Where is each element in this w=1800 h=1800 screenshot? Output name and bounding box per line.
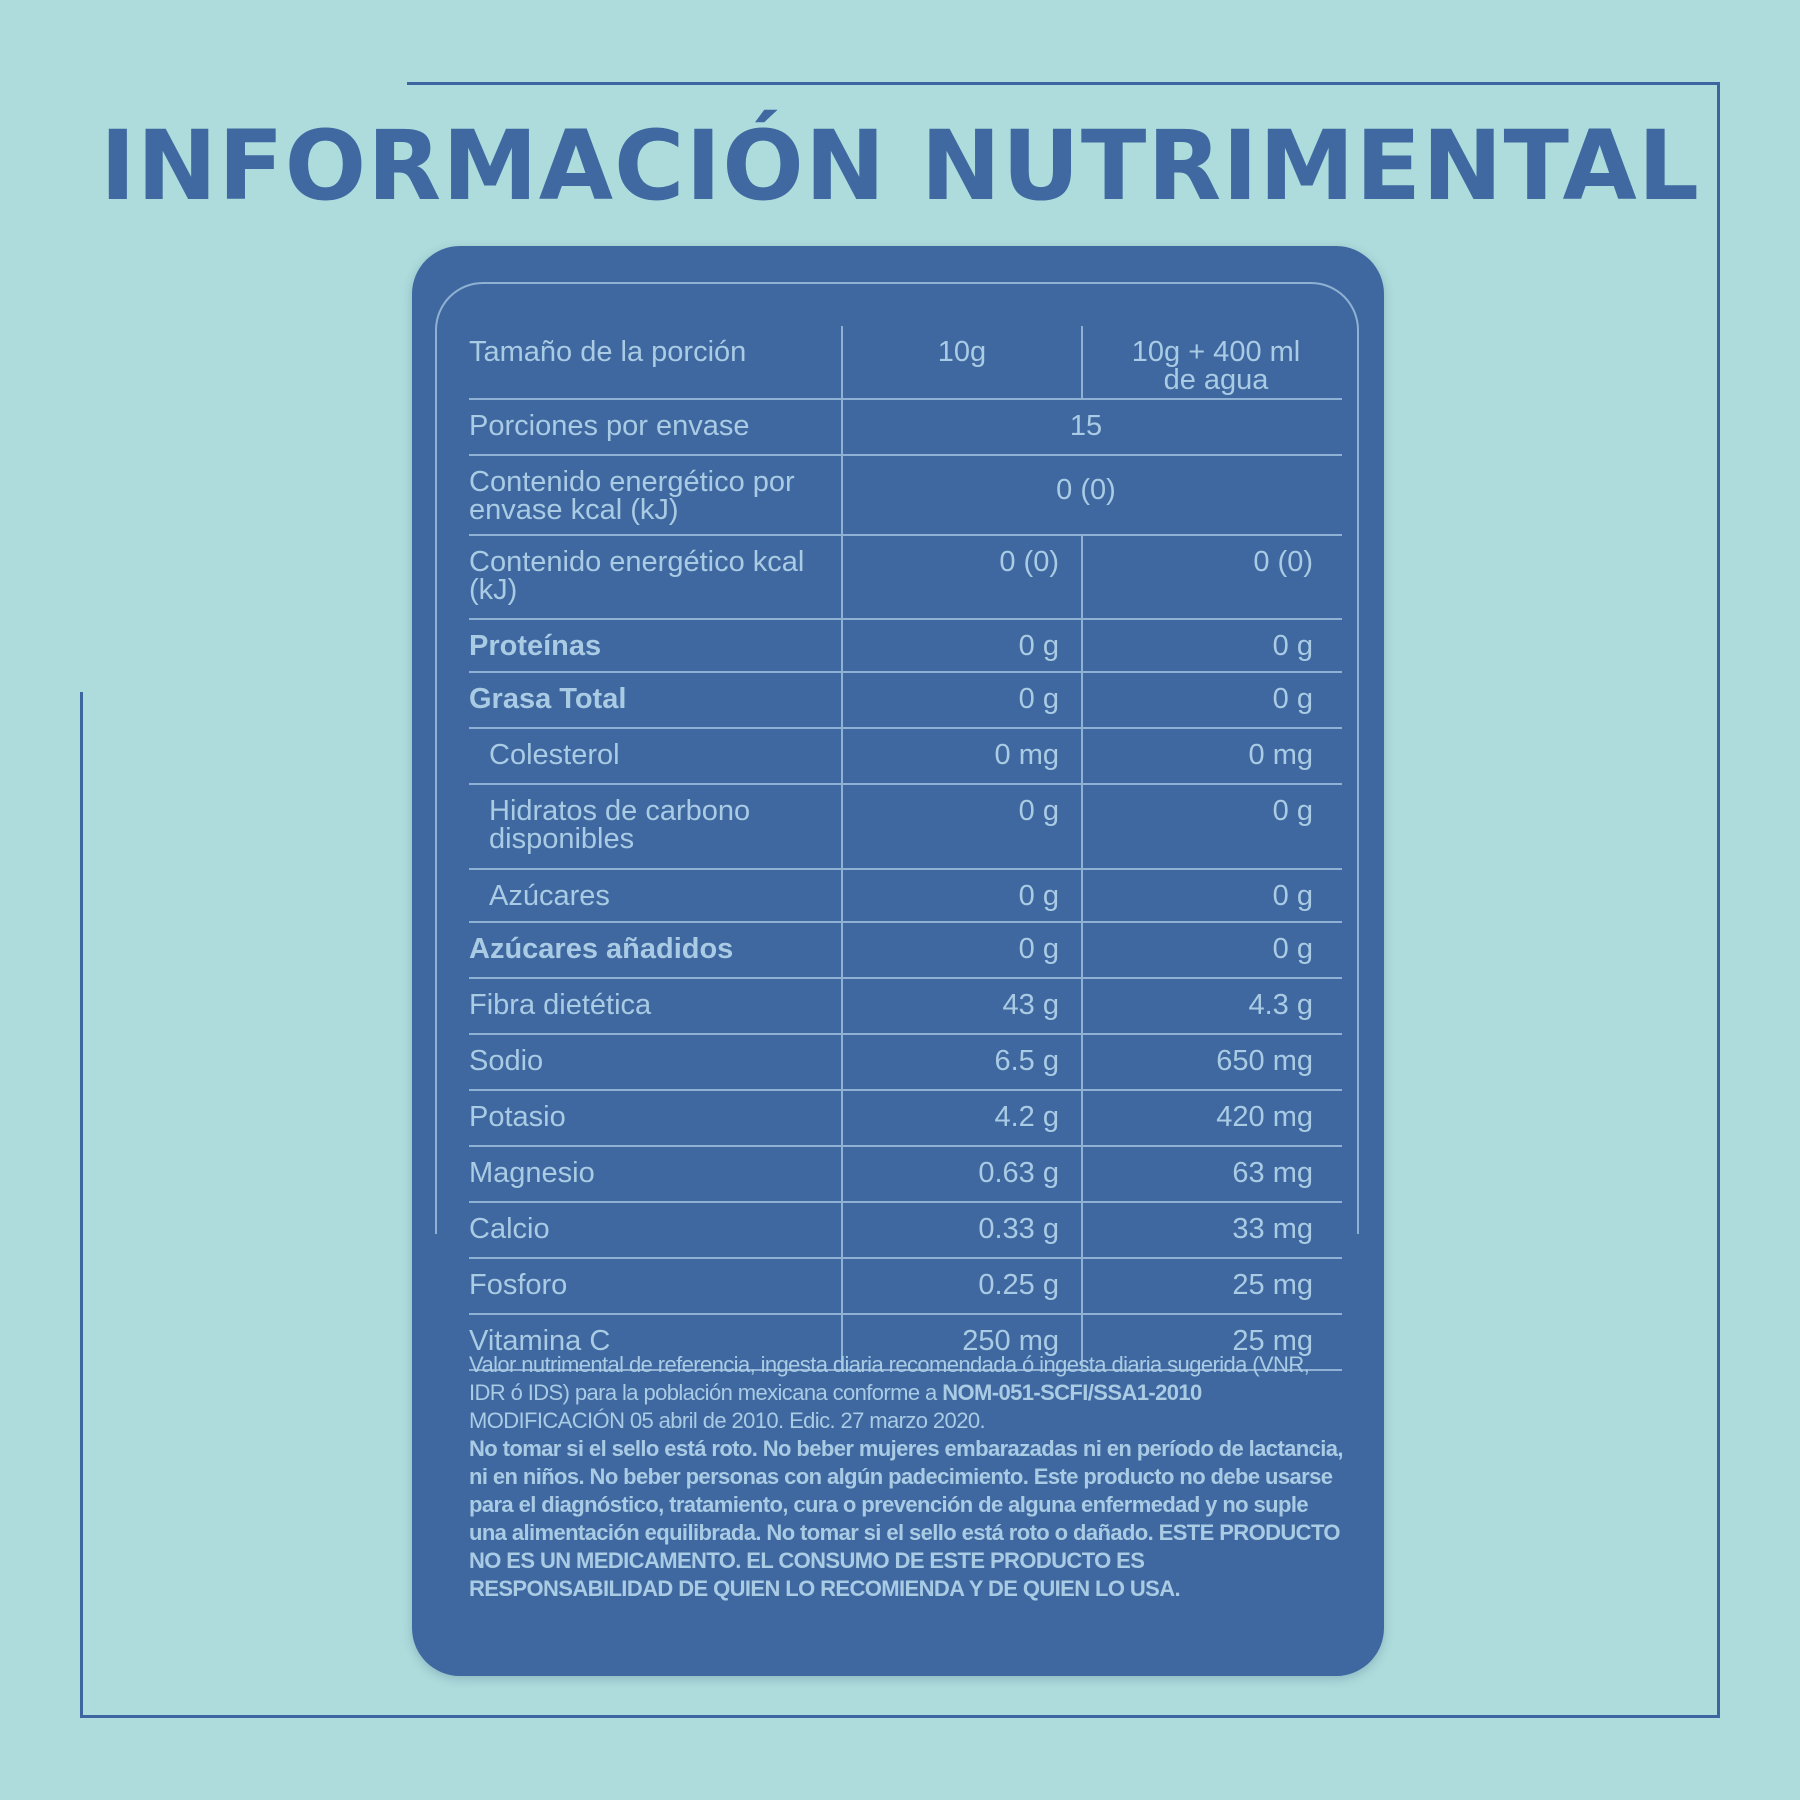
energy-container-value: 0 (0) [1056,474,1116,506]
nutrient-value-prepared: 25 mg [1232,1269,1313,1301]
footer-notes: Valor nutrimental de referencia, ingesta… [469,1351,1349,1603]
servings-row: Porciones por envase 15 [469,400,1342,456]
servings-label: Porciones por envase [469,400,843,454]
nutrient-value-portion: 0 g [843,870,1083,921]
frame-line-right [1717,82,1720,1718]
nutrient-row: Calcio 0.33 g 33 mg [469,1203,1342,1259]
nutrient-value-prepared: 0 mg [1248,739,1313,771]
nutrient-value-portion: 43 g [843,979,1083,1033]
nutrient-label: Potasio [469,1091,843,1145]
nutrient-label: Fibra dietética [469,979,843,1033]
nutrient-value-portion: 0 (0) [843,536,1083,618]
nutrient-label: Calcio [469,1203,843,1257]
nutrient-label: Azúcares añadidos [469,923,843,977]
nutrient-label: Vitamina C [469,1315,843,1369]
nutrient-rows: Contenido energético kcal (kJ) 0 (0) 0 (0)… [469,536,1342,1371]
nutrient-value-portion: 0 mg [843,729,1083,783]
nutrient-value-portion: 250 mg [843,1315,1083,1369]
nutrient-label: Hidratos de carbono disponibles [469,785,843,868]
reference-text: Valor nutrimental de referencia, ingesta… [469,1352,1310,1405]
nutrient-value-prepared: 63 mg [1232,1157,1313,1189]
nutrient-label: Grasa Total [469,673,843,727]
nutrient-row: Fosforo 0.25 g 25 mg [469,1259,1342,1315]
nutrient-value-portion: 4.2 g [843,1091,1083,1145]
nutrient-value-prepared: 0 g [1272,933,1313,965]
nutrient-value-prepared: 4.3 g [1248,989,1314,1021]
serving-size-label: Tamaño de la porción [469,326,843,398]
nutrient-value-portion: 0.25 g [843,1259,1083,1313]
page-title: INFORMACIÓN NUTRIMENTAL [100,110,1700,222]
nutrient-label: Magnesio [469,1147,843,1201]
frame-line-top [407,82,1720,85]
nutrient-value-prepared: 0 g [1272,683,1313,715]
nutrient-value-portion: 0.63 g [843,1147,1083,1201]
nutrient-label: Colesterol [469,729,843,783]
energy-container-row: Contenido energético por envase kcal (kJ… [469,456,1342,536]
frame-line-bottom [80,1715,1720,1718]
nutrient-value-prepared: 650 mg [1216,1045,1313,1077]
nutrient-value-portion: 0 g [843,673,1083,727]
header-row: Tamaño de la porción 10g 10g + 400 ml de… [469,326,1342,400]
nutrient-label: Fosforo [469,1259,843,1313]
nutrient-label: Sodio [469,1035,843,1089]
nutrient-value-prepared: 33 mg [1232,1213,1313,1245]
nutrient-row: Contenido energético kcal (kJ) 0 (0) 0 (0) [469,536,1342,620]
nutrition-card: Tamaño de la porción 10g 10g + 400 ml de… [412,246,1384,1676]
nutrient-value-prepared: 0 g [1272,795,1313,827]
reference-modification: MODIFICACIÓN 05 abril de 2010. Edic. 27 … [469,1408,986,1433]
warning-text: No tomar si el sello está roto. No beber… [469,1436,1344,1601]
nutrient-value-portion: 6.5 g [843,1035,1083,1089]
nutrient-label: Proteínas [469,620,843,671]
nutrient-value-prepared: 420 mg [1216,1101,1313,1133]
nutrient-value-prepared: 0 g [1272,630,1313,662]
frame-line-left [80,692,83,1718]
card-inner-border [435,282,1359,1234]
reference-note: Valor nutrimental de referencia, ingesta… [469,1351,1349,1435]
nutrient-label: Contenido energético kcal (kJ) [469,536,843,618]
servings-value: 15 [1069,410,1103,442]
nutrient-value-portion: 0 g [843,923,1083,977]
nutrient-label: Azúcares [469,870,843,921]
energy-container-label: Contenido energético por envase kcal (kJ… [469,456,843,534]
nutrient-value-prepared: 0 g [1272,880,1313,912]
nutrient-value-portion: 0 g [843,785,1083,868]
reference-norm: NOM-051-SCFI/SSA1-2010 [942,1380,1202,1405]
nutrient-value-portion: 0.33 g [843,1203,1083,1257]
nutrient-row: Potasio 4.2 g 420 mg [469,1091,1342,1147]
nutrient-row: Sodio 6.5 g 650 mg [469,1035,1342,1091]
serving-size-col2: 10g + 400 ml de agua [1131,336,1301,396]
nutrient-row: Fibra dietética 43 g 4.3 g [469,979,1342,1035]
nutrient-value-prepared: 0 (0) [1253,546,1313,578]
nutrition-table: Tamaño de la porción 10g 10g + 400 ml de… [469,326,1342,1371]
nutrient-value-prepared: 25 mg [1232,1325,1313,1357]
nutrient-value-portion: 0 g [843,620,1083,671]
serving-size-col1: 10g [843,326,1083,398]
nutrient-row: Colesterol 0 mg 0 mg [469,729,1342,785]
nutrient-row: Vitamina C 250 mg 25 mg [469,1315,1342,1371]
nutrient-row: Magnesio 0.63 g 63 mg [469,1147,1342,1203]
